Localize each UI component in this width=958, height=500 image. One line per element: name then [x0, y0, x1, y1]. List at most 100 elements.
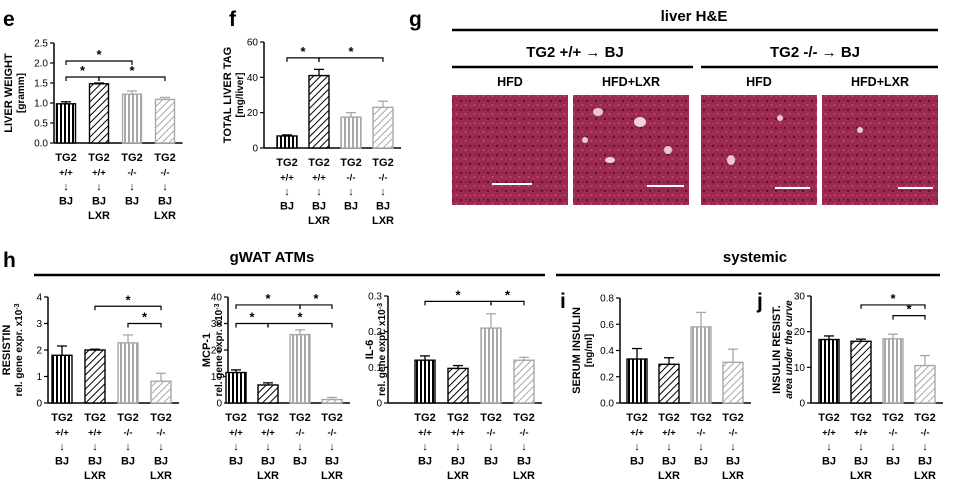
y-tick-label: 1.0: [34, 99, 48, 110]
y-axis-sublabel: [gramm]: [16, 73, 27, 113]
category-label: +/+: [662, 428, 676, 439]
y-tick-label: 40: [211, 293, 223, 304]
y-tick-label: 10: [794, 363, 806, 374]
bar: [84, 349, 106, 404]
category-label: -/-: [296, 428, 305, 439]
category-label: ↓: [922, 441, 928, 453]
y-tick-label: 2.0: [34, 59, 48, 70]
category-label: -/-: [379, 173, 388, 184]
bar: [447, 367, 469, 404]
category-label: TG2: [447, 412, 468, 424]
y-tick-label: 0.4: [600, 346, 614, 357]
y-tick-label: 20: [211, 346, 223, 357]
category-label: TG2: [289, 412, 310, 424]
category-label: ↓: [297, 441, 303, 453]
category-label: BJ: [886, 456, 900, 468]
y-tick-label: 0.2: [368, 327, 382, 338]
image-label-hfd-wt: HFD: [497, 75, 523, 89]
category-label: BJ: [121, 456, 135, 468]
significance-star: *: [455, 287, 461, 302]
category-label: TG2: [658, 412, 679, 424]
y-tick-label: 0.2: [600, 372, 614, 383]
significance-bracket: [299, 304, 333, 309]
significance-star: *: [96, 47, 102, 62]
category-label: BJ: [229, 456, 243, 468]
histology-image-hfd-ko: [701, 95, 817, 205]
category-label: TG2: [225, 412, 246, 424]
category-label: -/-: [328, 428, 337, 439]
significance-bracket: [860, 304, 926, 309]
bar: [626, 358, 648, 404]
panel-letter-f: f: [229, 8, 237, 31]
y-tick-label: 40: [247, 73, 259, 84]
bar: [914, 364, 936, 404]
liver-he-title: liver H&E: [661, 8, 728, 25]
panel-letter-h: h: [3, 249, 16, 272]
category-label: TG2: [818, 412, 839, 424]
y-axis-sublabel: rel. gene expr. x10-3: [214, 303, 226, 396]
category-label: ↓: [488, 441, 494, 453]
category-label: ↓: [59, 441, 65, 453]
bar: [480, 327, 502, 404]
category-label: BJ: [125, 196, 139, 208]
category-label: BJ: [325, 456, 339, 468]
category-label: -/-: [921, 428, 930, 439]
bar: [340, 116, 362, 149]
category-label: -/-: [889, 428, 898, 439]
category-label: ↓: [348, 186, 354, 198]
category-label: ↓: [129, 181, 135, 193]
panel-letter-j: j: [756, 290, 763, 313]
category-label: TG2: [308, 157, 329, 169]
y-axis-sublabel: rel. gene expr. x10-3: [14, 303, 26, 396]
category-label: BJ: [418, 456, 432, 468]
bar: [372, 106, 394, 149]
y-tick-label: 0: [216, 399, 222, 410]
significance-star: *: [249, 310, 255, 325]
category-label: ↓: [63, 181, 69, 193]
category-label: ↓: [890, 441, 896, 453]
significance-bracket: [94, 305, 162, 311]
significance-bracket: [318, 57, 384, 62]
bar: [117, 342, 139, 404]
significance-bracket: [65, 60, 133, 65]
category-label: +/+: [854, 428, 868, 439]
significance-star: *: [906, 302, 912, 317]
category-label: BJ: [451, 456, 465, 468]
category-label: BJ: [517, 456, 531, 468]
category-label: BJ: [88, 456, 102, 468]
bar: [88, 83, 110, 144]
category-label: +/+: [418, 428, 432, 439]
significance-bracket: [892, 315, 926, 320]
category-label: TG2: [154, 152, 175, 164]
exponent: -3: [377, 303, 384, 309]
category-label: TG2: [55, 152, 76, 164]
significance-star: *: [297, 310, 303, 325]
significance-bracket: [490, 300, 525, 306]
significance-bracket: [267, 322, 333, 328]
bar: [513, 359, 535, 404]
category-label: TG2: [722, 412, 743, 424]
category-label: LXR: [513, 470, 535, 482]
significance-star: *: [125, 292, 131, 307]
y-tick-label: 0.0: [600, 399, 614, 410]
y-tick-label: 4: [36, 293, 42, 304]
category-label: ↓: [125, 441, 131, 453]
category-label: ↓: [858, 441, 864, 453]
y-tick-label: 1.5: [34, 79, 48, 90]
category-label: BJ: [261, 456, 275, 468]
category-label: BJ: [312, 201, 326, 213]
category-label: +/+: [88, 428, 102, 439]
category-label: BJ: [154, 456, 168, 468]
significance-star: *: [890, 291, 896, 306]
category-label: LXR: [447, 470, 469, 482]
bar: [51, 354, 73, 404]
y-tick-label: 0.8: [600, 294, 614, 305]
category-label: ↓: [233, 441, 239, 453]
y-tick-label: 3: [36, 319, 42, 330]
category-label: BJ: [92, 196, 106, 208]
category-label: ↓: [284, 186, 290, 198]
significance-bracket: [127, 322, 162, 328]
y-tick-label: 0.0: [34, 139, 48, 150]
y-tick-label: 2.5: [34, 39, 48, 50]
